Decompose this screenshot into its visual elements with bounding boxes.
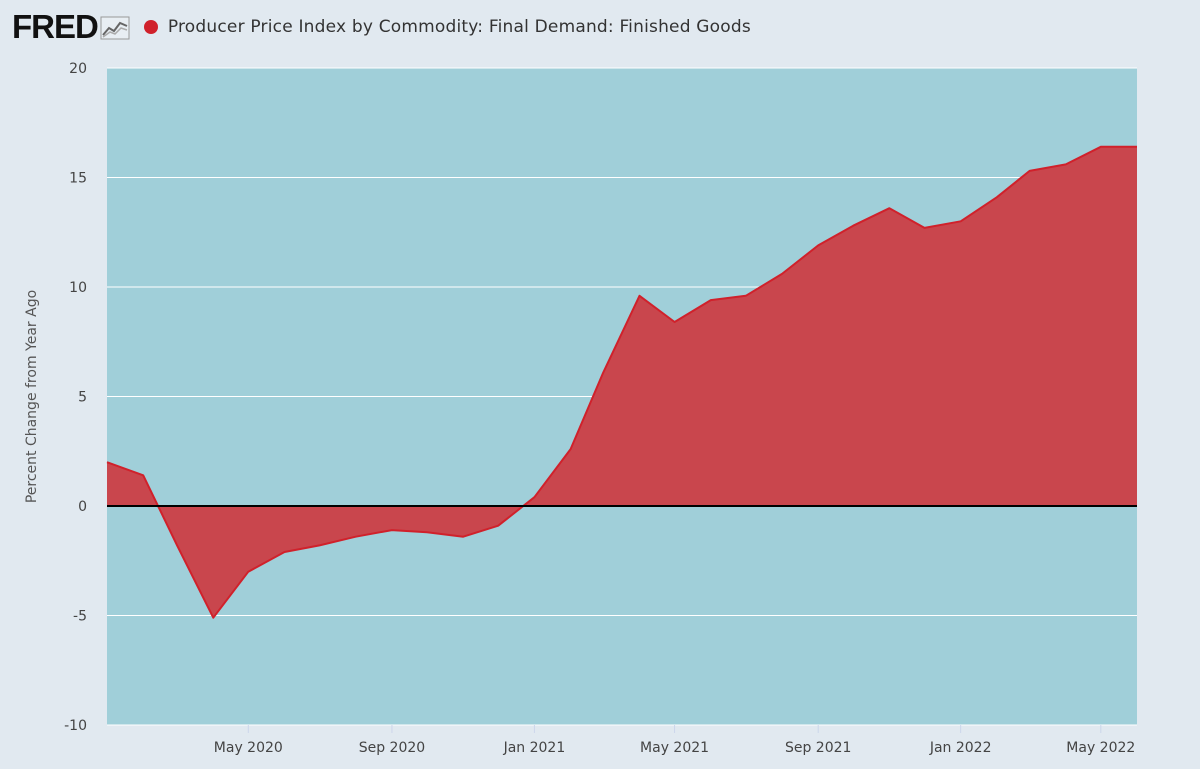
chart-header: FRED Producer Price Index by Commodity: … — [12, 8, 751, 46]
y-axis-title: Percent Change from Year Ago — [24, 290, 40, 503]
x-tick-label: May 2021 — [640, 740, 709, 756]
logo-text: FRED — [12, 8, 99, 45]
y-tick-label: 20 — [69, 61, 87, 77]
x-tick-label: May 2020 — [214, 740, 283, 756]
legend-dot-icon — [143, 20, 158, 34]
y-axis-ticks: -10 -5 0 5 10 15 20 — [64, 61, 87, 734]
y-tick-label: -10 — [64, 718, 87, 734]
x-tick-label: Jan 2021 — [503, 740, 566, 756]
x-tick-label: Sep 2021 — [785, 740, 851, 756]
line-graph-logo-icon — [100, 16, 130, 40]
y-tick-label: 10 — [69, 280, 87, 296]
x-axis-ticks: May 2020 Sep 2020 Jan 2021 May 2021 Sep 2021… — [214, 725, 1135, 756]
x-tick-label: May 2022 — [1066, 740, 1135, 756]
y-tick-label: 5 — [78, 390, 87, 406]
y-tick-label: 0 — [78, 499, 87, 515]
series-line[interactable] — [106, 145, 1137, 619]
y-tick-label: -5 — [73, 609, 87, 625]
series-area — [107, 146, 1137, 618]
y-tick-label: 15 — [69, 171, 87, 187]
fred-logo[interactable]: FRED — [12, 8, 130, 46]
x-tick-label: Jan 2022 — [929, 740, 992, 756]
series-title[interactable]: Producer Price Index by Commodity: Final… — [167, 17, 751, 37]
x-tick-label: Sep 2020 — [359, 740, 425, 756]
